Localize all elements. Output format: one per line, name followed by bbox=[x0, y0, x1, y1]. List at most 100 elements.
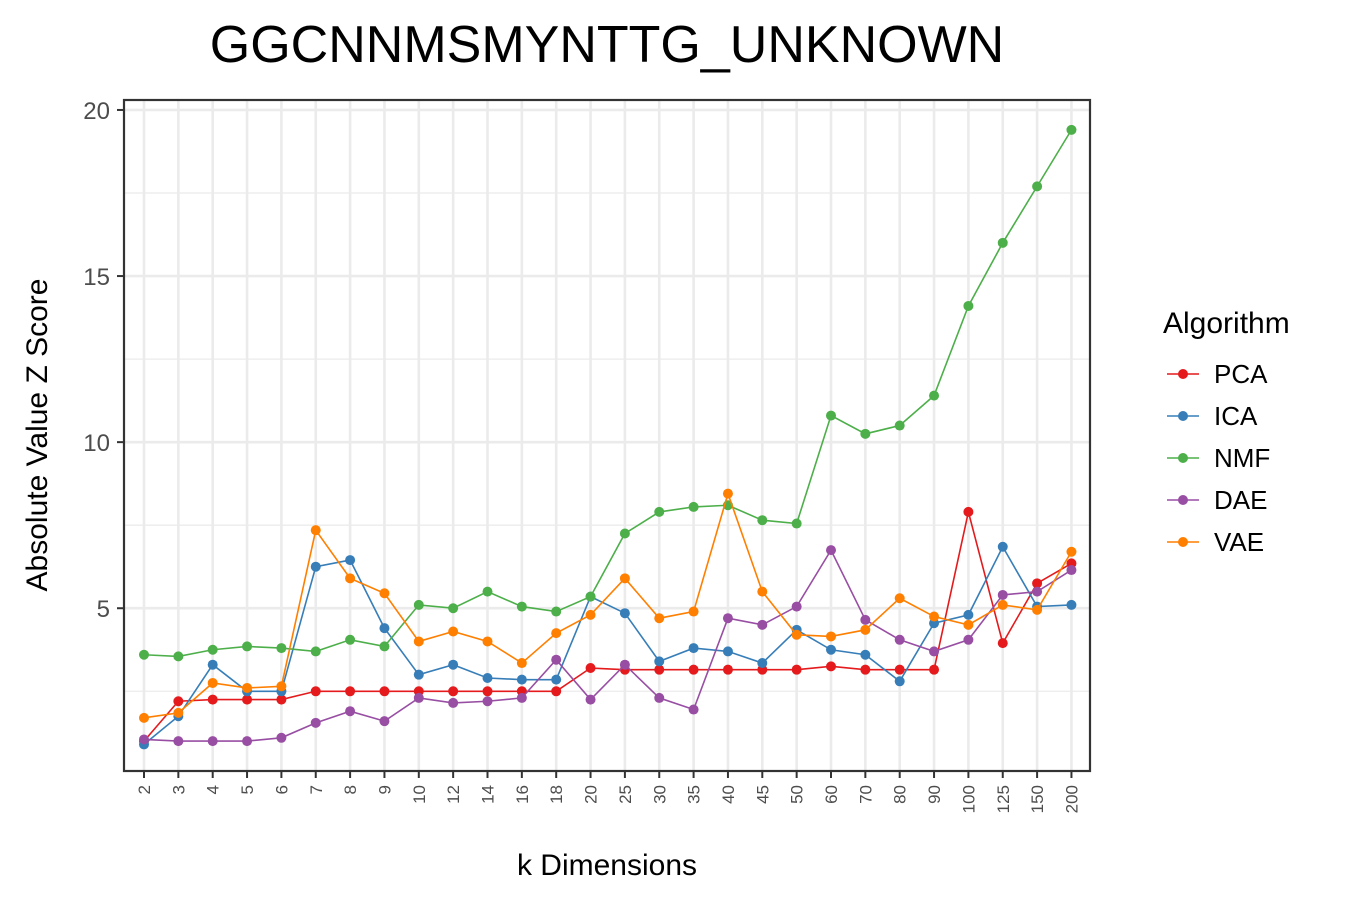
legend-item-nmf: NMF bbox=[1167, 443, 1270, 473]
data-point bbox=[619, 528, 630, 539]
data-point bbox=[722, 646, 733, 657]
y-tick-label: 20 bbox=[83, 98, 110, 125]
data-point bbox=[894, 593, 905, 604]
x-tick-label: 10 bbox=[410, 785, 429, 804]
data-point bbox=[1066, 599, 1077, 610]
data-point bbox=[894, 420, 905, 431]
x-tick-label: 70 bbox=[856, 785, 875, 804]
data-point bbox=[516, 601, 527, 612]
x-tick-label: 35 bbox=[685, 785, 704, 804]
data-point bbox=[1032, 181, 1043, 192]
x-tick-label: 8 bbox=[341, 785, 360, 794]
legend-key-point bbox=[1178, 495, 1188, 505]
data-point bbox=[207, 644, 218, 655]
data-point bbox=[482, 636, 493, 647]
data-point bbox=[173, 707, 184, 718]
data-point bbox=[345, 634, 356, 645]
data-point bbox=[826, 631, 836, 642]
data-point bbox=[688, 643, 699, 654]
data-point bbox=[448, 626, 459, 637]
x-tick-label: 150 bbox=[1028, 785, 1047, 813]
legend-item-ica: ICA bbox=[1167, 401, 1258, 431]
data-point bbox=[242, 736, 253, 747]
data-point bbox=[448, 659, 459, 670]
data-point bbox=[860, 624, 871, 635]
data-point bbox=[826, 410, 836, 421]
grid-lines bbox=[124, 100, 1090, 771]
x-axis-label: k Dimensions bbox=[517, 849, 697, 882]
legend-key-point bbox=[1178, 537, 1188, 547]
data-point bbox=[173, 651, 184, 662]
series-nmf bbox=[139, 124, 1077, 662]
legend-item-dae: DAE bbox=[1167, 485, 1267, 515]
x-tick-label: 50 bbox=[788, 785, 807, 804]
data-point bbox=[688, 704, 699, 715]
data-point bbox=[482, 686, 493, 697]
x-tick-label: 80 bbox=[891, 785, 910, 804]
data-point bbox=[379, 641, 390, 652]
data-point bbox=[757, 586, 768, 597]
data-point bbox=[1032, 604, 1043, 615]
data-point bbox=[688, 501, 699, 512]
data-point bbox=[791, 518, 802, 529]
data-point bbox=[894, 634, 905, 645]
data-point bbox=[826, 545, 836, 556]
data-point bbox=[379, 716, 390, 727]
data-point bbox=[757, 619, 768, 630]
data-point bbox=[585, 663, 596, 674]
data-point bbox=[345, 555, 356, 566]
data-point bbox=[516, 658, 527, 669]
x-tick-label: 6 bbox=[272, 785, 291, 794]
data-point bbox=[585, 591, 596, 602]
data-point bbox=[139, 649, 149, 660]
data-point bbox=[139, 712, 149, 723]
legend-key-point bbox=[1178, 453, 1188, 463]
data-point bbox=[310, 525, 321, 536]
data-point bbox=[207, 659, 218, 670]
data-point bbox=[173, 696, 184, 707]
legend: Algorithm PCA ICA NMF DAE VAE bbox=[1163, 307, 1290, 557]
data-point bbox=[654, 664, 665, 675]
x-axis: 2 3 4 5 6 7 8 9 10 12 14 16 18 20 25 30 35 40 45 50 60 70 80 90… bbox=[135, 771, 1081, 813]
data-point bbox=[722, 664, 733, 675]
data-point bbox=[894, 664, 905, 675]
x-tick-label: 45 bbox=[753, 785, 772, 804]
x-tick-label: 3 bbox=[169, 785, 188, 794]
data-point bbox=[1066, 546, 1077, 557]
data-point bbox=[516, 692, 527, 703]
x-tick-label: 60 bbox=[822, 785, 841, 804]
series-lines bbox=[139, 124, 1077, 750]
data-point bbox=[482, 586, 493, 597]
data-point bbox=[619, 659, 630, 670]
data-point bbox=[276, 694, 287, 705]
data-point bbox=[757, 658, 768, 669]
data-point bbox=[860, 428, 871, 439]
legend-label: PCA bbox=[1214, 359, 1268, 389]
data-point bbox=[654, 692, 665, 703]
data-point bbox=[551, 606, 562, 617]
data-point bbox=[688, 664, 699, 675]
x-tick-label: 14 bbox=[479, 785, 498, 804]
data-point bbox=[997, 589, 1008, 600]
data-point bbox=[207, 736, 218, 747]
x-tick-label: 12 bbox=[444, 785, 463, 804]
x-tick-label: 100 bbox=[959, 785, 978, 813]
data-point bbox=[242, 641, 253, 652]
data-point bbox=[860, 664, 871, 675]
y-tick-label: 5 bbox=[97, 596, 110, 623]
data-point bbox=[963, 506, 974, 517]
legend-label: VAE bbox=[1214, 527, 1264, 557]
x-tick-label: 5 bbox=[238, 785, 257, 794]
data-point bbox=[585, 694, 596, 705]
data-point bbox=[997, 638, 1008, 649]
chart-title: GGCNNMSMYNTTG_UNKNOWN bbox=[210, 16, 1004, 74]
data-point bbox=[310, 686, 321, 697]
x-tick-label: 20 bbox=[582, 785, 601, 804]
x-tick-label: 30 bbox=[650, 785, 669, 804]
data-point bbox=[963, 300, 974, 311]
data-point bbox=[963, 634, 974, 645]
x-tick-label: 200 bbox=[1062, 785, 1081, 813]
legend-title: Algorithm bbox=[1163, 307, 1290, 340]
data-point bbox=[207, 694, 218, 705]
series-line bbox=[143, 548, 1072, 742]
